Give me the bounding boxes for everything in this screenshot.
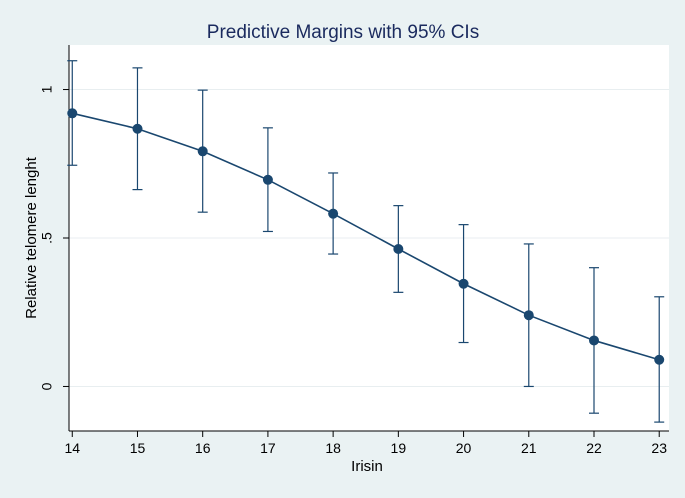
data-point	[458, 278, 469, 289]
x-axis-title: Irisin	[351, 458, 383, 475]
x-tick-label: 15	[130, 440, 146, 456]
x-tick-label: 18	[325, 440, 341, 456]
data-point	[262, 174, 273, 185]
y-axis-title: Relative telomere lenght	[23, 156, 40, 319]
x-axis: 14 15 16 17 18 19 20 21 22 23	[64, 430, 669, 456]
x-tick-label: 17	[260, 440, 276, 456]
y-tick-label: 1	[39, 85, 55, 93]
x-tick-label: 19	[391, 440, 407, 456]
x-tick-label: 14	[64, 440, 80, 456]
data-point	[132, 123, 143, 134]
series-line	[72, 112, 660, 361]
chart-title: Predictive Margins with 95% CIs	[207, 22, 479, 43]
data-point	[393, 243, 404, 254]
x-tick-label: 20	[456, 440, 472, 456]
data-point	[67, 108, 78, 119]
x-tick-label: 22	[586, 440, 602, 456]
data-point	[654, 354, 665, 365]
x-tick-label: 23	[651, 440, 667, 456]
data-point	[523, 310, 534, 321]
data-point	[328, 208, 339, 219]
grid-lines	[69, 89, 669, 387]
y-tick-label: .5	[39, 232, 55, 244]
x-tick-label: 16	[195, 440, 211, 456]
data-point	[197, 146, 208, 157]
y-tick-label: 0	[39, 382, 55, 390]
x-tick-label: 21	[521, 440, 537, 456]
data-points	[67, 108, 665, 365]
data-point	[589, 335, 599, 346]
y-axis: 0.51	[39, 45, 70, 431]
